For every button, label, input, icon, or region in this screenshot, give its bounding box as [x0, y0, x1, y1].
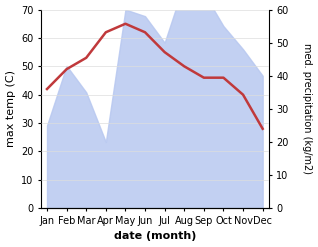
Y-axis label: med. precipitation (kg/m2): med. precipitation (kg/m2): [302, 43, 313, 174]
X-axis label: date (month): date (month): [114, 231, 196, 242]
Y-axis label: max temp (C): max temp (C): [5, 70, 16, 147]
